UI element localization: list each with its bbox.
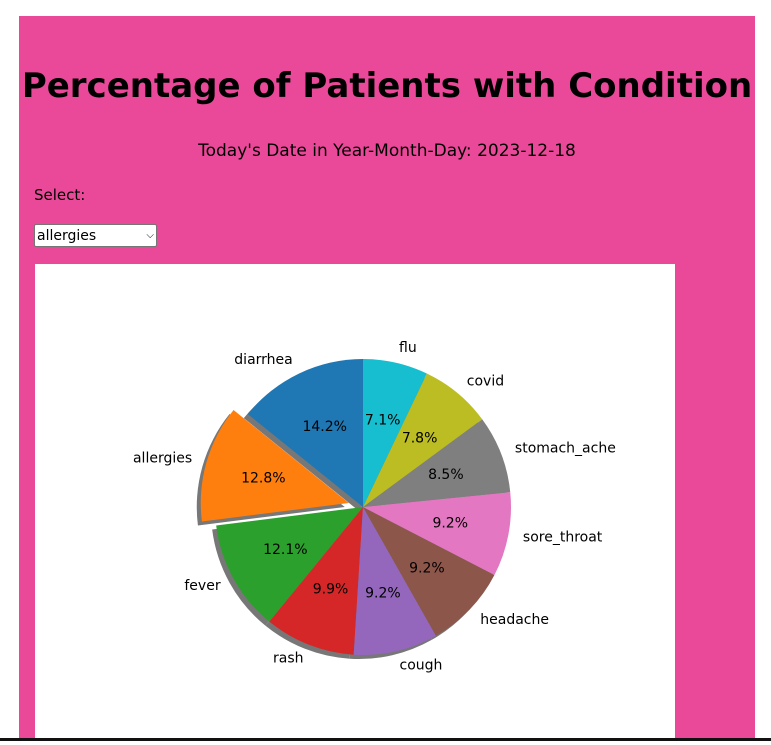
category-label-flu: flu: [399, 340, 417, 356]
category-label-cough: cough: [400, 658, 443, 674]
category-label-sore-throat: sore_throat: [523, 530, 603, 546]
condition-select[interactable]: allergies ⌵: [34, 224, 157, 247]
pct-label-rash: 9.9%: [313, 582, 349, 598]
pie-slice-covid: [363, 373, 483, 507]
pct-label-flu: 7.1%: [365, 412, 401, 428]
pct-label-covid: 7.8%: [402, 431, 438, 447]
main-panel: Percentage of Patients with Condition To…: [19, 16, 755, 741]
pie-slice-diarrhea: [247, 359, 363, 507]
pct-label-diarrhea: 14.2%: [302, 419, 346, 435]
date-text: Today's Date in Year-Month-Day: 2023-12-…: [198, 141, 576, 161]
bottom-border: [0, 738, 771, 741]
pie-slice-rash: [269, 507, 363, 655]
category-label-headache: headache: [480, 612, 549, 628]
chart-container: 14.2% diarrhea 12.8% allergies 12.1% fever 9.9…: [35, 264, 675, 741]
category-label-fever: fever: [184, 578, 220, 594]
category-label-stomach-ache: stomach_ache: [515, 440, 616, 456]
pct-label-headache: 9.2%: [409, 561, 445, 577]
pct-label-cough: 9.2%: [365, 586, 401, 602]
pie-slice-allergies: [200, 410, 349, 522]
pct-label-stomach-ache: 8.5%: [428, 467, 464, 483]
pie-slice-cough: [353, 507, 436, 655]
condition-select-value: allergies: [37, 227, 97, 244]
pie-slice-sore-throat: [363, 492, 511, 576]
pie-slice-headache: [363, 507, 495, 636]
pie-chart: 14.2% diarrhea 12.8% allergies 12.1% fever 9.9…: [133, 340, 616, 674]
pct-label-sore-throat: 9.2%: [432, 516, 468, 532]
pie-slice-stomach-ache: [363, 419, 511, 507]
category-label-rash: rash: [273, 651, 304, 667]
select-label: Select:: [34, 186, 86, 204]
page-title: Percentage of Patients with Condition: [21, 66, 753, 106]
category-label-covid: covid: [467, 374, 504, 390]
category-label-allergies: allergies: [133, 451, 192, 467]
pct-label-fever: 12.1%: [263, 542, 307, 558]
pct-label-allergies: 12.8%: [241, 471, 285, 487]
category-label-diarrhea: diarrhea: [234, 352, 292, 368]
pie-slice-fever: [216, 507, 363, 622]
chevron-down-icon: ⌵: [146, 230, 154, 241]
pie-slice-flu: [363, 359, 427, 507]
